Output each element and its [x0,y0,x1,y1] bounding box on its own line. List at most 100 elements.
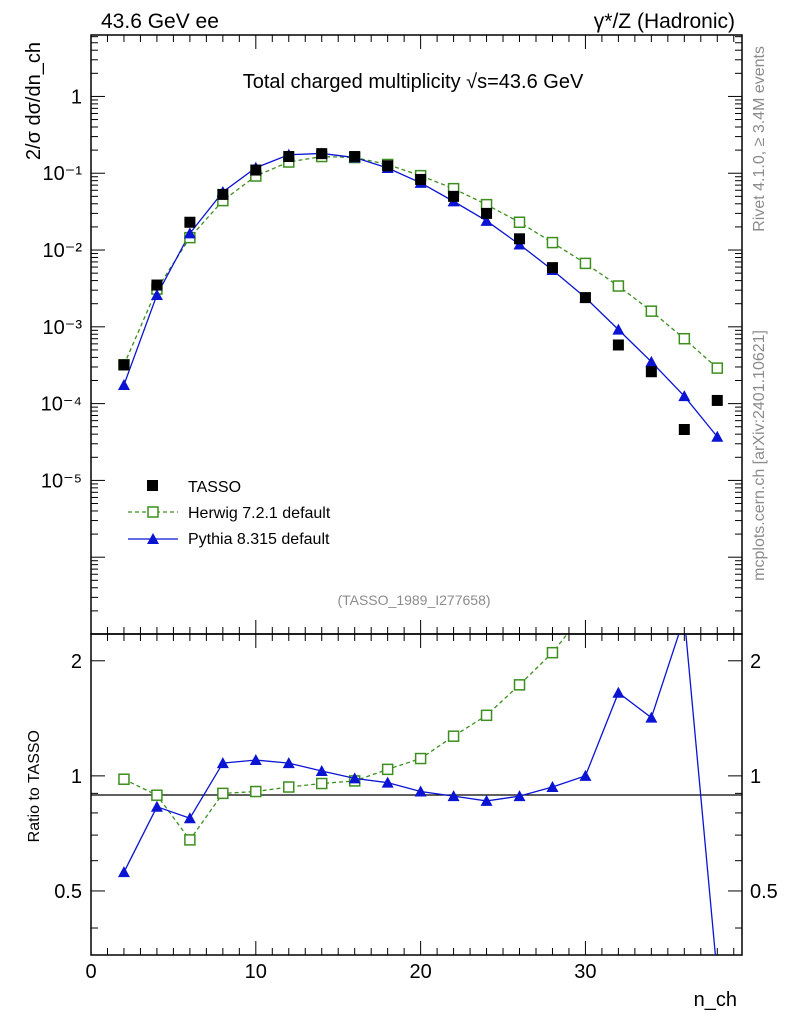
herwig-point [546,236,559,249]
herwig-line [123,155,718,369]
pythia-point [612,323,625,335]
ratio-y-tick-label-right: 2 [750,651,761,673]
pythia-ratio-point [282,757,295,769]
chart-title: Total charged multiplicity √s=43.6 GeV [243,71,584,93]
herwig-ratio-line [123,634,569,842]
herwig-ratio-point [217,787,229,800]
herwig-ratio-point [184,834,196,846]
ratio-y-axis-label: Ratio to TASSO [26,730,43,842]
herwig-ratio-point [315,777,328,790]
pythia-ratio-point [249,754,262,766]
tasso-point [579,292,591,304]
ratio-y-tick-label-right: 0.5 [750,881,778,903]
herwig-point [579,257,592,270]
tasso-point [316,148,328,160]
header-process: γ*/Z (Hadronic) [594,10,735,33]
pythia-ratio-point [711,970,723,981]
tasso-point [118,359,130,371]
pythia-ratio-point [315,764,328,776]
pythia-line [123,152,718,438]
tasso-point [678,424,690,436]
herwig-ratio-point [118,773,130,785]
tasso-point [250,164,262,176]
pythia-ratio-point [381,776,394,788]
x-tick-label: 0 [85,961,96,983]
tasso-point [349,151,361,163]
y-tick-label: 10⁻⁵ [41,470,82,492]
legend-tasso-label: TASSO [188,479,241,496]
herwig-point [645,305,658,317]
reference-tag: (TASSO_1989_I277658) [337,592,490,608]
herwig-point [612,280,625,292]
y-tick-label: 10⁻¹ [43,163,83,185]
y-tick-label: 10⁻³ [43,317,83,339]
x-axis-label: n_ch [694,989,737,1011]
x-tick-label: 10 [245,961,267,983]
pythia-ratio-point [150,800,163,812]
pythia-ratio-point [612,686,625,698]
x-tick-label: 30 [574,961,596,983]
rivet-version-note: Rivet 4.1.0, ≥ 3.4M events [751,46,768,232]
pythia-point [480,214,493,226]
herwig-ratio-point [580,606,590,616]
pythia-point [645,355,658,367]
legend: TASSO Herwig 7.2.1 default Pythia 8.315 … [128,479,331,548]
legend-herwig-label: Herwig 7.2.1 default [188,505,331,522]
y-tick-label: 10⁻² [43,240,83,262]
herwig-ratio-point [447,730,460,742]
pythia-ratio-point [117,866,130,878]
x-tick-label: 20 [409,961,431,983]
herwig-ratio-point [283,781,295,793]
pythia-ratio-point [414,785,427,797]
legend-herwig-marker [147,506,159,518]
ratio-y-tick-label-right: 1 [750,766,761,788]
y-axis-label: 2/σ dσ/dn_ch [23,42,45,160]
header-energy: 43.6 GeV ee [101,10,219,33]
legend-pythia-marker [147,533,159,544]
legend-tasso-marker [147,480,158,491]
tasso-point [546,262,558,274]
pythia-ratio-point [348,772,361,784]
tasso-point [514,233,526,245]
herwig-point [678,332,691,345]
pythia-point [117,378,130,390]
herwig-ratio-point [151,789,163,801]
pythia-ratio-point [216,757,229,769]
herwig-ratio-point [250,785,262,798]
tasso-point [645,366,657,378]
herwig-ratio-point [480,709,493,722]
pythia-point [678,390,691,402]
legend-pythia-label: Pythia 8.315 default [188,531,330,548]
herwig-ratio-point [381,763,394,776]
ratio-y-tick-label: 2 [71,651,82,673]
tasso-point [151,279,163,291]
pythia-ratio-point [480,794,493,806]
herwig-ratio-point [546,646,559,659]
herwig-point [711,362,724,374]
pythia-point [183,227,196,239]
tasso-point [448,190,460,202]
ratio-y-tick-label: 1 [71,766,82,788]
mcplots-note: mcplots.cern.ch [arXiv:2401.10621] [751,330,768,581]
tasso-point [184,216,196,228]
y-tick-label: 1 [71,86,82,108]
pythia-ratio-point [183,812,196,824]
pythia-ratio-point [447,790,460,802]
pythia-point [711,430,724,442]
herwig-ratio-point [414,752,427,765]
tasso-point [217,188,229,200]
y-tick-label: 10⁻⁴ [41,394,82,416]
herwig-ratio-point [513,679,526,691]
herwig-point [513,216,526,228]
tasso-point [415,173,427,185]
tasso-point [481,207,493,219]
pythia-point [150,288,163,300]
tasso-point [382,160,394,172]
tasso-point [711,394,723,406]
pythia-ratio-point [546,781,559,793]
pythia-ratio-point [678,611,690,622]
pythia-ratio-point [645,711,658,723]
tasso-point [612,339,624,351]
pythia-ratio-point [513,790,526,802]
